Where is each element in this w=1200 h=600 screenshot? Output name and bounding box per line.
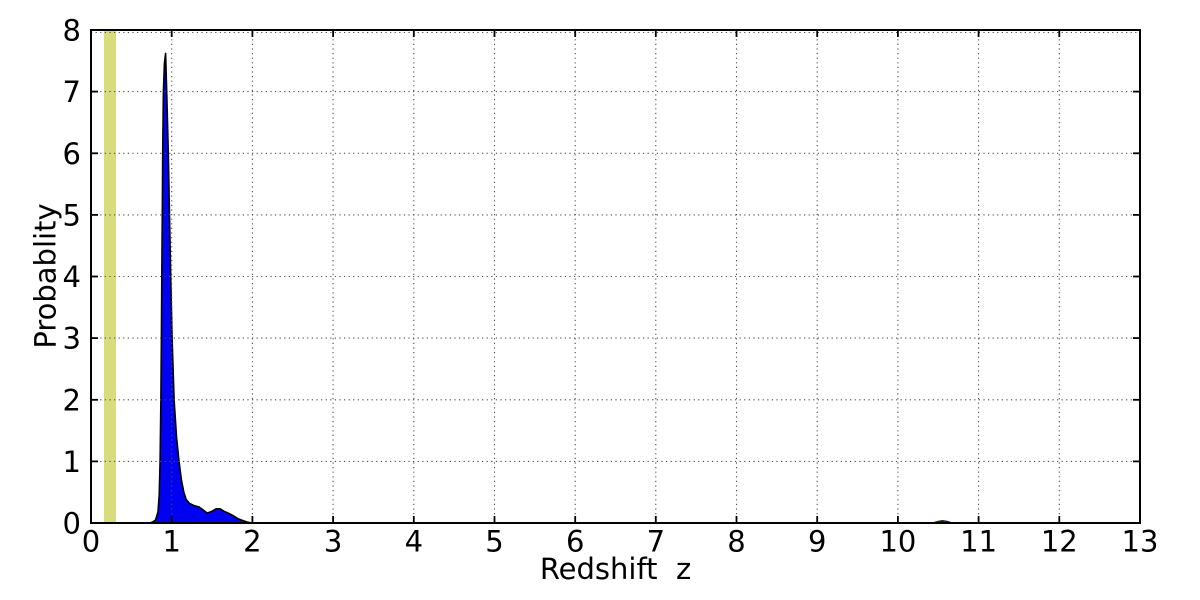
x-tick-label: 0 [82, 525, 100, 559]
x-tick-label: 3 [324, 525, 342, 559]
x-tick-label: 11 [960, 525, 997, 559]
y-axis-label: Probablity [28, 203, 63, 349]
x-axis-label: Redshift z [539, 552, 692, 586]
x-tick-label: 10 [879, 525, 916, 559]
y-tick-label: 4 [63, 260, 81, 294]
x-tick-label: 8 [727, 525, 745, 559]
x-tick-label: 12 [1041, 525, 1078, 559]
y-tick-label: 2 [63, 383, 81, 417]
plot-frame [90, 29, 1141, 524]
x-tick-label: 1 [162, 525, 180, 559]
redshift-probability-pdf [149, 52, 254, 524]
y-tick-label: 6 [63, 137, 81, 171]
x-tick-label: 9 [808, 525, 826, 559]
x-tick-label: 13 [1122, 525, 1159, 559]
x-tick-label: 4 [405, 525, 423, 559]
y-tick-label: 8 [63, 14, 81, 48]
x-tick-label: 2 [243, 525, 261, 559]
x-tick-label: 7 [647, 525, 665, 559]
y-tick-label: 3 [63, 322, 81, 356]
x-tick-label: 6 [566, 525, 584, 559]
y-tick-label: 5 [63, 198, 81, 232]
y-tick-label: 7 [63, 75, 81, 109]
y-tick-label: 0 [63, 507, 81, 541]
x-tick-label: 5 [485, 525, 503, 559]
y-tick-label: 1 [63, 445, 81, 479]
